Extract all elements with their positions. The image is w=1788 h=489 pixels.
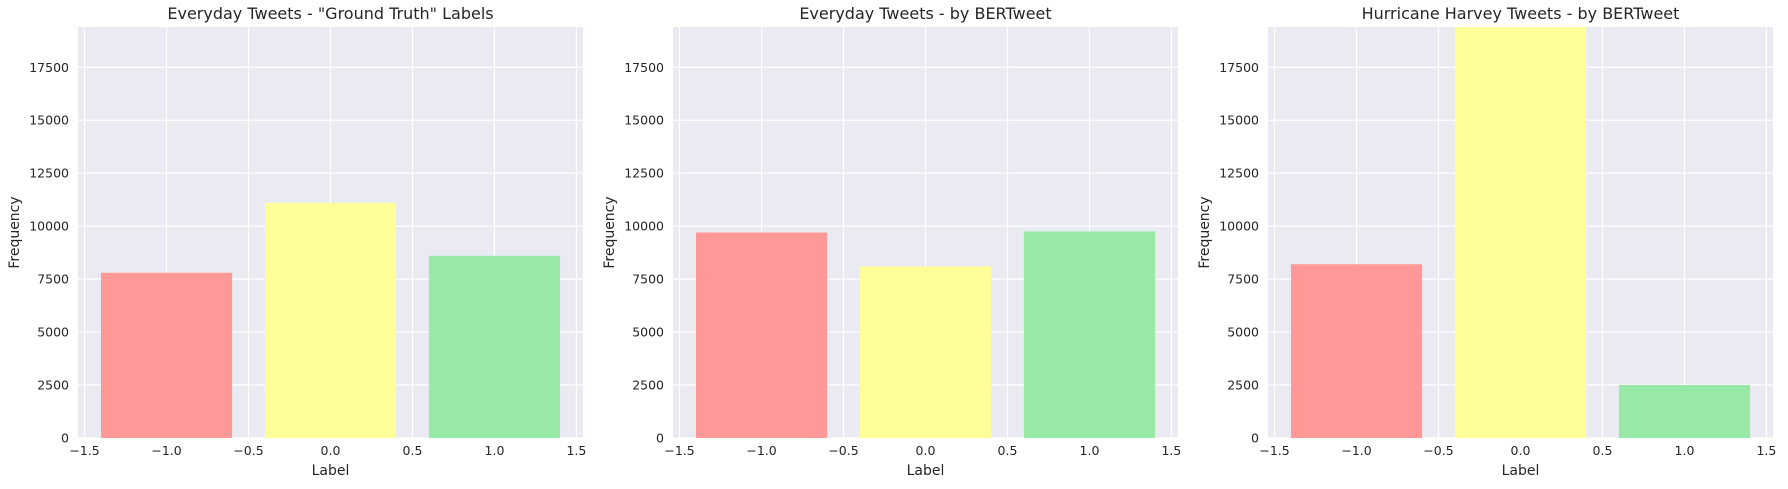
x-axis-label: Label <box>1502 463 1540 479</box>
y-tick-label: 12500 <box>624 166 664 181</box>
y-tick-label: 0 <box>656 431 664 446</box>
y-tick-label: 0 <box>61 431 69 446</box>
x-tick-label: −1.0 <box>1341 443 1371 458</box>
chart-title: Everyday Tweets - by BERTweet <box>799 4 1051 23</box>
x-tick-label: 1.0 <box>485 443 505 458</box>
y-tick-label: 5000 <box>1227 325 1259 340</box>
x-tick-label: −1.0 <box>151 443 181 458</box>
chart-panel-3: 0 2500 5000 7500 10000 12500 15000 17500 −1.5 −1.… <box>1197 4 1776 479</box>
x-tick-label: 1.5 <box>1756 443 1776 458</box>
y-axis-label: Frequency <box>602 196 618 268</box>
y-tick-label: 7500 <box>632 272 664 287</box>
x-axis-label: Label <box>907 463 945 479</box>
x-tick-label: −1.5 <box>1259 443 1289 458</box>
y-axis-label: Frequency <box>1197 196 1213 268</box>
y-tick-label: 12500 <box>1219 166 1259 181</box>
x-tick-label: 0.0 <box>916 443 936 458</box>
y-tick-label: 2500 <box>632 378 664 393</box>
bar-0 <box>695 232 828 438</box>
y-tick-label: 10000 <box>29 219 69 234</box>
bar-2 <box>1023 231 1156 438</box>
x-tick-label: 0.5 <box>998 443 1018 458</box>
x-tick-label: 0.5 <box>403 443 423 458</box>
y-tick-label: 7500 <box>37 272 69 287</box>
y-tick-label: 10000 <box>624 219 664 234</box>
bar-1 <box>859 266 992 438</box>
chart-title: Hurricane Harvey Tweets - by BERTweet <box>1362 4 1680 23</box>
y-tick-label: 15000 <box>1219 113 1259 128</box>
y-tick-label: 15000 <box>29 113 69 128</box>
bar-1 <box>264 202 397 438</box>
x-tick-label: 1.5 <box>566 443 586 458</box>
y-tick-label: 0 <box>1251 431 1259 446</box>
y-tick-label: 7500 <box>1227 272 1259 287</box>
x-tick-label: 0.0 <box>1511 443 1531 458</box>
x-tick-label: −0.5 <box>1423 443 1453 458</box>
x-tick-label: −0.5 <box>828 443 858 458</box>
bar-0 <box>1290 264 1423 438</box>
x-tick-label: −1.0 <box>746 443 776 458</box>
y-tick-label: 10000 <box>1219 219 1259 234</box>
x-tick-label: 1.0 <box>1080 443 1100 458</box>
bar-1 <box>1454 27 1587 438</box>
chart-title: Everyday Tweets - "Ground Truth" Labels <box>167 4 493 23</box>
y-tick-label: 2500 <box>1227 378 1259 393</box>
y-tick-label: 15000 <box>624 113 664 128</box>
y-tick-label: 17500 <box>624 60 664 75</box>
x-tick-label: 1.5 <box>1161 443 1181 458</box>
x-tick-label: 1.0 <box>1675 443 1695 458</box>
x-tick-label: −0.5 <box>233 443 263 458</box>
bar-2 <box>428 255 561 438</box>
y-tick-label: 17500 <box>29 60 69 75</box>
y-tick-label: 5000 <box>632 325 664 340</box>
chart-panel-1: 0 2500 5000 7500 10000 12500 15000 17500 −1.5 −1.… <box>7 4 586 479</box>
x-tick-label: 0.5 <box>1593 443 1613 458</box>
y-axis-label: Frequency <box>7 196 23 268</box>
y-tick-label: 12500 <box>29 166 69 181</box>
y-tick-label: 5000 <box>37 325 69 340</box>
x-tick-label: 0.0 <box>321 443 341 458</box>
chart-panel-2: 0 2500 5000 7500 10000 12500 15000 17500 −1.5 −1.… <box>602 4 1181 479</box>
bar-2 <box>1618 385 1751 438</box>
x-axis-label: Label <box>312 463 350 479</box>
y-tick-label: 17500 <box>1219 60 1259 75</box>
bar-0 <box>100 272 233 438</box>
x-tick-label: −1.5 <box>69 443 99 458</box>
y-tick-label: 2500 <box>37 378 69 393</box>
x-tick-label: −1.5 <box>664 443 694 458</box>
